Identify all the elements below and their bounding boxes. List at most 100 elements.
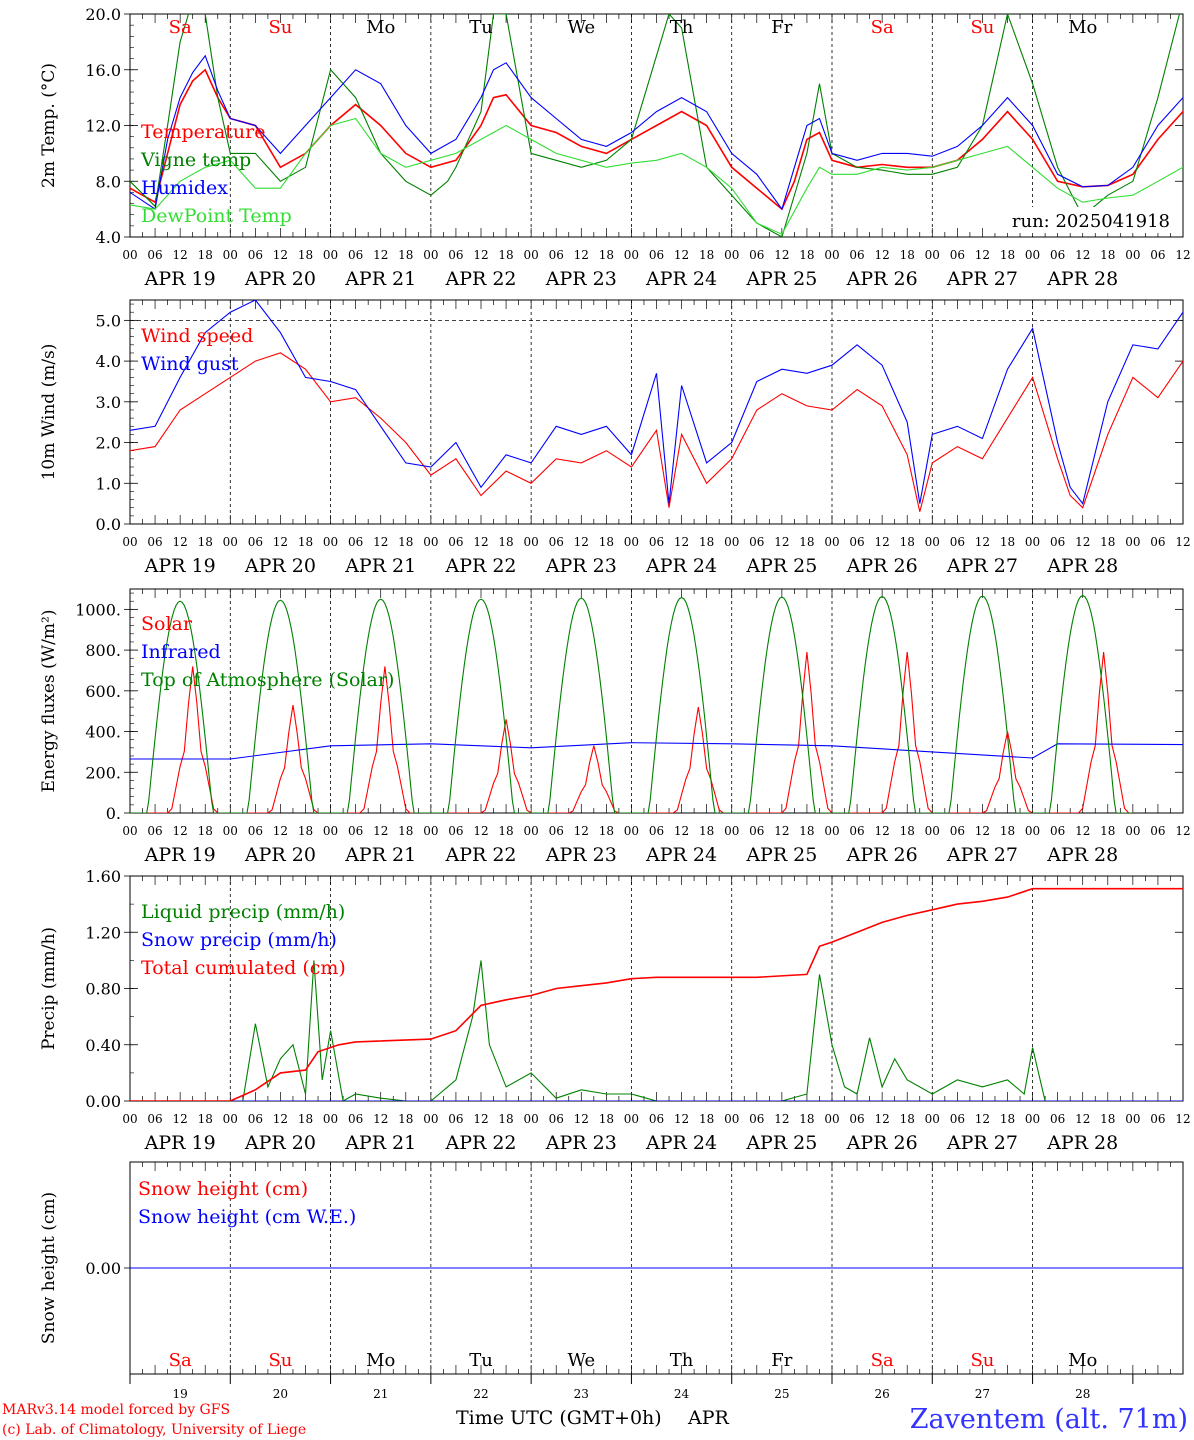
- x-hour-label: 00: [524, 824, 539, 838]
- day-name-label: Th: [670, 1350, 694, 1371]
- series-infrared: [130, 742, 1183, 760]
- day-name-label: Mo: [366, 17, 395, 38]
- x-hour-label: 00: [423, 824, 438, 838]
- x-date-label: APR 23: [545, 268, 617, 290]
- day-name-label: Sa: [169, 1350, 192, 1371]
- x-hour-label: 12: [875, 248, 890, 262]
- x-date-label: APR 21: [344, 268, 416, 290]
- legend-entry: Humidex: [141, 177, 228, 199]
- legend-entry: Total cumulated (cm): [141, 957, 346, 979]
- x-date-label: APR 28: [1046, 268, 1118, 290]
- x-hour-label: 18: [398, 1112, 413, 1126]
- day-number-label: 20: [273, 1387, 288, 1401]
- x-hour-label: 06: [950, 535, 965, 549]
- x-hour-label: 06: [849, 1112, 864, 1126]
- x-date-label: APR 19: [144, 1132, 216, 1154]
- x-hour-label: 00: [724, 1112, 739, 1126]
- x-hour-label: 00: [323, 1112, 338, 1126]
- day-name-label: Su: [268, 1350, 292, 1371]
- day-number-label: 21: [373, 1387, 388, 1401]
- x-hour-label: 18: [198, 535, 213, 549]
- series-top-of-atmosphere-solar-: [130, 594, 1133, 813]
- x-hour-label: 18: [498, 535, 513, 549]
- day-number-label: 22: [473, 1387, 488, 1401]
- x-date-label: APR 21: [344, 555, 416, 577]
- day-name-label: Mo: [1068, 1350, 1097, 1371]
- day-name-label: Sa: [871, 1350, 894, 1371]
- x-hour-label: 06: [348, 535, 363, 549]
- x-hour-label: 18: [398, 535, 413, 549]
- x-hour-label: 06: [849, 535, 864, 549]
- x-hour-label: 06: [649, 248, 664, 262]
- x-hour-label: 00: [624, 248, 639, 262]
- x-hour-label: 12: [1175, 1112, 1190, 1126]
- y-axis-label: Energy fluxes (W/m²): [39, 610, 59, 793]
- x-hour-label: 12: [875, 535, 890, 549]
- day-name-label: Mo: [1068, 17, 1097, 38]
- x-hour-label: 00: [122, 535, 137, 549]
- x-hour-label: 18: [699, 535, 714, 549]
- x-date-label: APR 19: [144, 555, 216, 577]
- x-date-label: APR 26: [846, 844, 918, 866]
- y-tick-label: 1.0: [96, 474, 121, 493]
- x-hour-label: 06: [448, 824, 463, 838]
- x-hour-label: 06: [749, 824, 764, 838]
- y-tick-label: 8.0: [96, 172, 121, 191]
- day-name-label: Sa: [871, 17, 894, 38]
- day-name-label: We: [567, 1350, 595, 1371]
- x-hour-label: 00: [824, 535, 839, 549]
- x-hour-label: 18: [1000, 824, 1015, 838]
- x-hour-label: 18: [1000, 535, 1015, 549]
- y-tick-label: 600.: [85, 682, 121, 701]
- x-hour-label: 00: [724, 824, 739, 838]
- x-hour-label: 12: [774, 1112, 789, 1126]
- day-name-label: Tu: [469, 17, 493, 38]
- x-hour-label: 00: [724, 535, 739, 549]
- y-axis-label: 10m Wind (m/s): [39, 344, 59, 481]
- x-hour-label: 12: [273, 824, 288, 838]
- series-vigne-temp: [130, 14, 1180, 237]
- series-solar: [130, 652, 1133, 813]
- x-hour-label: 06: [448, 535, 463, 549]
- x-hour-label: 00: [323, 535, 338, 549]
- x-date-label: APR 19: [144, 844, 216, 866]
- legend-entry: Wind gust: [141, 353, 239, 375]
- x-hour-label: 18: [900, 824, 915, 838]
- x-date-label: APR 27: [946, 555, 1018, 577]
- x-hour-label: 06: [1150, 824, 1165, 838]
- x-hour-label: 12: [173, 535, 188, 549]
- x-hour-label: 06: [147, 248, 162, 262]
- x-hour-label: 06: [1050, 1112, 1065, 1126]
- x-hour-label: 12: [875, 1112, 890, 1126]
- x-hour-label: 06: [950, 1112, 965, 1126]
- x-date-label: APR 25: [745, 844, 817, 866]
- x-hour-label: 12: [473, 535, 488, 549]
- x-hour-label: 00: [1025, 1112, 1040, 1126]
- x-hour-label: 18: [498, 824, 513, 838]
- x-hour-label: 12: [373, 1112, 388, 1126]
- x-hour-label: 18: [799, 248, 814, 262]
- x-hour-label: 00: [824, 1112, 839, 1126]
- x-hour-label: 12: [674, 248, 689, 262]
- x-hour-label: 18: [298, 248, 313, 262]
- day-name-label: Mo: [366, 1350, 395, 1371]
- x-hour-label: 12: [373, 824, 388, 838]
- x-hour-label: 18: [599, 1112, 614, 1126]
- legend-entry: Snow precip (mm/h): [141, 929, 337, 951]
- x-hour-label: 12: [574, 824, 589, 838]
- series-group: [130, 594, 1183, 813]
- x-date-label: APR 27: [946, 844, 1018, 866]
- x-date-label: APR 20: [244, 844, 316, 866]
- x-date-label: APR 23: [545, 555, 617, 577]
- x-hour-label: 18: [1100, 1112, 1115, 1126]
- x-hour-label: 00: [223, 248, 238, 262]
- x-date-label: APR 22: [444, 1132, 516, 1154]
- y-tick-label: 1.20: [85, 923, 121, 942]
- x-hour-label: 12: [674, 1112, 689, 1126]
- legend-entry: Snow height (cm): [138, 1178, 308, 1200]
- series-group: [130, 14, 1183, 237]
- x-hour-label: 12: [373, 248, 388, 262]
- x-hour-label: 06: [448, 1112, 463, 1126]
- day-number-label: 24: [674, 1387, 690, 1401]
